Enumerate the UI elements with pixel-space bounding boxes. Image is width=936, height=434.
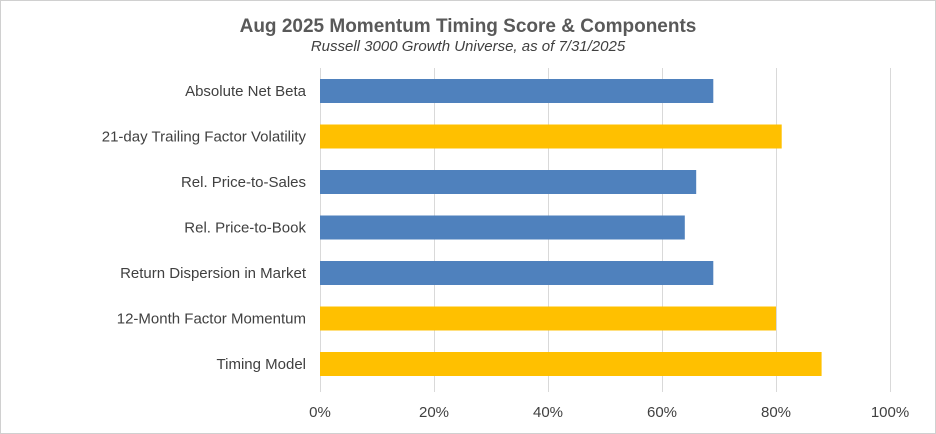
x-tick-label: 0%: [309, 404, 331, 421]
bars: [320, 79, 822, 376]
category-label: Rel. Price-to-Sales: [181, 174, 306, 191]
category-label: 12-Month Factor Momentum: [117, 311, 306, 328]
bar: [320, 215, 685, 240]
bar: [320, 352, 822, 376]
x-tick-labels: 0% 20% 40% 60% 80% 100%: [309, 404, 909, 421]
x-tick-label: 100%: [871, 404, 909, 421]
chart-title: Aug 2025 Momentum Timing Score & Compone…: [239, 16, 697, 37]
category-label: 21-day Trailing Factor Volatility: [102, 129, 307, 146]
bar: [320, 79, 714, 103]
category-label: Rel. Price-to-Book: [184, 220, 306, 237]
x-tick-label: 40%: [533, 404, 563, 421]
category-labels: Absolute Net Beta 21-day Trailing Factor …: [102, 83, 307, 373]
bar: [320, 124, 782, 149]
category-label: Return Dispersion in Market: [120, 265, 307, 282]
x-tick-label: 60%: [647, 404, 677, 421]
bar: [320, 170, 697, 194]
x-tick-label: 20%: [419, 404, 449, 421]
bar: [320, 306, 776, 331]
chart-subtitle: Russell 3000 Growth Universe, as of 7/31…: [310, 38, 626, 55]
category-label: Absolute Net Beta: [185, 83, 307, 100]
bar: [320, 261, 714, 285]
x-tick-label: 80%: [761, 404, 791, 421]
category-label: Timing Model: [217, 356, 306, 373]
